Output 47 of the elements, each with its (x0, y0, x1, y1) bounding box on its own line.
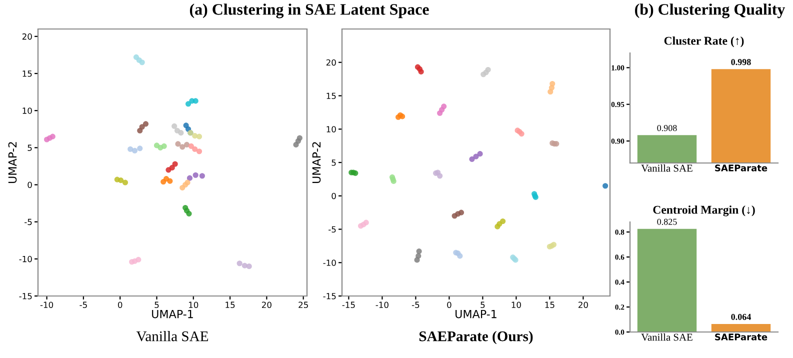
y-tick-label: 20 (326, 59, 336, 66)
chart-title: Cluster Rate (↑) (664, 36, 744, 48)
x-tick-label: 25 (298, 302, 308, 308)
y-tick-label: -15 (19, 293, 32, 300)
x-tick-label: SAEParate (715, 164, 768, 172)
y-tick-label: 10 (326, 126, 336, 132)
y-tick-label: 5 (28, 144, 32, 151)
data-label: 0.998 (731, 59, 751, 66)
x-tick-label: SAEParate (715, 334, 768, 340)
x-tick-label: 5 (480, 302, 485, 308)
x-tick-label: -5 (412, 302, 420, 308)
chart-title: Centroid Margin (↓) (653, 205, 755, 216)
text: SAEParate (Ours) (419, 330, 533, 344)
y-tick-label: -15 (323, 293, 336, 300)
x-tick-label: 20 (262, 302, 272, 308)
x-tick-label: -10 (376, 302, 388, 308)
y-tick-label: 0 (332, 192, 336, 200)
y-tick-label: 10 (22, 108, 32, 114)
x-tick-label: -5 (80, 302, 87, 308)
y-axis-title: UMAP-2 (8, 142, 17, 183)
x-tick-label: 0 (118, 302, 122, 308)
x-tick-label: 10 (512, 302, 521, 308)
x-axis-title: UMAP-1 (456, 310, 496, 318)
y-tick-label: -5 (24, 218, 32, 226)
x-tick-label: 15 (545, 302, 554, 308)
y-tick-label: 15 (22, 70, 32, 77)
x-axis-title: UMAP-1 (152, 310, 193, 318)
y-tick-label: -10 (323, 260, 336, 266)
x-tick-label: 5 (154, 302, 159, 308)
x-tick-label: 15 (226, 302, 235, 308)
y-tick-label: 0 (28, 182, 32, 188)
x-tick-label: 10 (189, 302, 198, 308)
y-tick-label: 15 (326, 92, 336, 100)
data-label: 0.064 (731, 314, 751, 320)
y-tick-label: 5 (332, 160, 336, 166)
x-tick-label: 20 (578, 302, 588, 308)
text: (a) Clustering in SAE Latent Space (190, 4, 429, 18)
data-label: 0.825 (657, 218, 677, 225)
y-tick-label: 20 (22, 33, 32, 40)
text: (b) Clustering Quality (635, 4, 786, 18)
y-tick-label: -10 (19, 256, 32, 262)
x-tick-label: -10 (40, 302, 54, 308)
x-tick-label: 0 (447, 302, 452, 308)
data-label: 0.908 (657, 125, 677, 132)
y-tick-label: -5 (328, 226, 336, 233)
x-tick-label: -15 (342, 302, 355, 308)
y-axis-title: UMAP-2 (312, 142, 321, 183)
